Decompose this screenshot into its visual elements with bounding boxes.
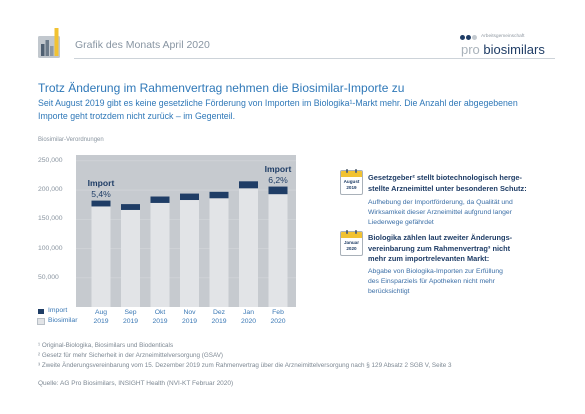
footnote: ¹ Original-Biologika, Biosimilars und Bi… [38,342,174,349]
info-body-line: berücksichtigt [368,288,410,295]
calendar-month: Januar [343,240,360,245]
legend-label-import: Import [48,307,68,314]
legend-swatch-import [38,309,44,314]
calendar-header-band [341,169,362,177]
y-tick-label: 250,000 [38,156,63,164]
info-body-line: Wirksamkeit dieser Arzneimittel aufgrund… [368,209,512,216]
brand-tagline: Arbeitsgemeinschaft [481,34,525,39]
bar-biosimilar-feb-2020 [268,194,288,307]
bar-import-okt-2019 [150,196,170,203]
x-tick-label: Nov 2019 [181,309,198,325]
y-tick-label: 50,000 [38,273,59,281]
x-tick-label: Sep 2019 [122,309,139,325]
source-note: Quelle: AG Pro Biosimilars, INSIGHT Heal… [38,380,234,387]
bar-biosimilar-nov-2019 [180,200,199,307]
info-heading-line: Biologika zählen laut zweiter Änderungs- [368,233,513,242]
intro-line: Importe geht trotzdem nicht zurück – im … [38,111,236,121]
info-body-line: Liederwege gefährdet [368,219,434,226]
bar-biosimilar-okt-2019 [150,202,170,307]
calendar-ring [346,230,348,234]
x-tick-label: Dez 2019 [211,309,227,325]
x-tick-label: Okt 2019 [152,309,168,325]
info-heading: Gesetzgeber² stellt biotechnologisch her… [368,173,527,194]
footnotes: ¹ Original-Biologika, Biosimilars und Bi… [38,341,452,371]
info-body: Abgabe von Biologika-Importen zur Erfüll… [368,267,503,297]
chart-plot-area [76,155,296,307]
x-tick-label: Feb 2020 [270,309,286,325]
y-axis-title: Biosimilar-Verordnungen [38,137,104,143]
header-divider [74,58,555,59]
info-body-line: Abgabe von Biologika-Importen zur Erfüll… [368,268,503,275]
bar-import-dez-2019 [209,191,229,199]
headline: Trotz Änderung im Rahmenvertrag nehmen d… [38,81,405,95]
calendar-icon: August 2019 [340,169,363,195]
x-tick-label: Aug 2019 [93,309,109,325]
bar-biosimilar-dez-2019 [209,198,229,307]
bar-biosimilar-sep-2019 [121,209,140,307]
info-heading-line: vereinbarung zum Rahmenvertrag³ nicht [368,243,511,253]
calendar-year: 2019 [346,184,357,190]
brand-wordmark: pro biosimilars [461,43,545,57]
x-tick-label: Jan 2020 [240,309,257,325]
calendar-year: 2020 [346,245,357,251]
page-header-title: Grafik des Monats April 2020 [75,39,210,51]
info-heading-line: stellte Arzneimittel unter besonderen Sc… [368,183,527,193]
info-body: Aufhebung der Importförderung, da Qualit… [368,198,513,228]
brand-dot-icon [460,35,465,40]
y-tick-label: 150,000 [38,215,63,223]
info-heading-line: Gesetzgeber² stellt biotechnologisch her… [368,173,522,182]
info-body-line: des Einsparziels für Apotheken nicht meh… [368,278,495,285]
footnote: ³ Zweite Änderungsvereinbarung vom 15. D… [38,362,452,369]
annotation-value: 5,4% [91,188,111,199]
bar-import-nov-2019 [180,193,199,201]
brand-dot-icon [466,35,471,40]
brand-wordmark-pro: pro [461,42,480,57]
brand-dot-icon [472,35,477,40]
y-tick-label: 100,000 [38,244,63,252]
bar-biosimilar-jan-2020 [239,188,258,307]
bar-biosimilar-aug-2019 [91,206,111,307]
info-heading: Biologika zählen laut zweiter Änderungs-… [368,233,512,265]
annotation-label: Import [87,177,115,188]
info-heading-line: mehr zum importrelevanten Markt: [368,254,490,263]
annotation-value: 6,2% [268,174,288,185]
brand-wordmark-biosimilars: biosimilars [483,42,545,57]
bar-import-feb-2020 [268,186,288,195]
stacked-bar-chart: 250,000 200,000 150,000 100,000 50,000 Aug 20… [32,145,307,330]
y-tick-label: 200,000 [38,186,63,194]
calendar-header-band [341,230,362,238]
bar-import-sep-2019 [121,204,140,210]
legend-swatch-biosimilar [37,318,45,325]
legend-label-biosimilar: Biosimilar [48,317,78,324]
calendar-month: August [343,179,360,184]
intro-line: Seit August 2019 gibt es keine gesetzlic… [38,98,518,108]
calendar-ring [355,169,357,173]
calendar-icon: Januar 2020 [340,230,363,256]
calendar-ring [346,169,348,173]
footnote: ² Gesetz für mehr Sicherheit in der Arzn… [38,352,224,359]
bar-import-aug-2019 [91,200,111,207]
bar-import-jan-2020 [239,181,258,189]
info-body-line: Aufhebung der Importförderung, da Qualit… [368,199,513,206]
bar-chart-logo-icon [38,28,60,58]
calendar-ring [355,230,357,234]
annotation-label: Import [264,163,292,174]
